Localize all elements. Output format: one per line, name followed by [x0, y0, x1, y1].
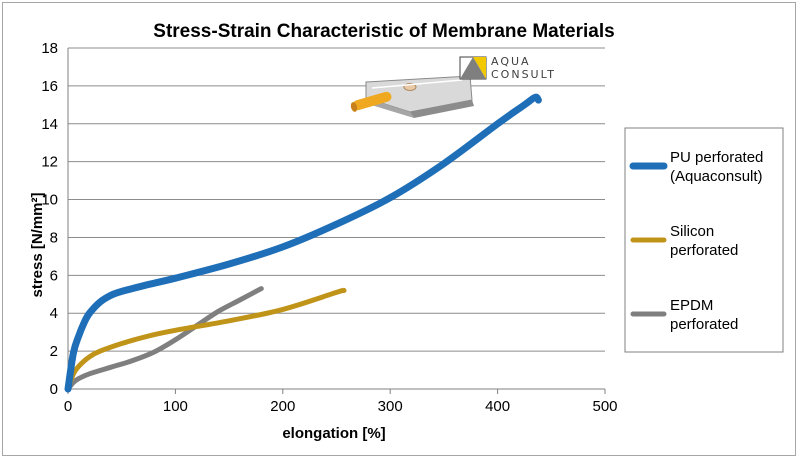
y-tick-label: 8 — [50, 229, 58, 246]
x-tick-label: 100 — [163, 398, 188, 415]
legend-label-pu: PU perforated — [670, 149, 763, 166]
x-tick-label: 400 — [485, 398, 510, 415]
y-tick-label: 4 — [50, 305, 58, 322]
legend-label-epdm: perforated — [670, 316, 738, 333]
legend-label-epdm: EPDM — [670, 297, 713, 314]
y-tick-label: 14 — [41, 116, 58, 133]
logo-text-line1: AQUA — [491, 55, 531, 68]
y-tick-label: 0 — [50, 381, 58, 398]
y-tick-label: 12 — [41, 154, 58, 171]
series-line-pu — [64, 93, 542, 393]
aquaconsult-logo: AQUA CONSULT — [350, 55, 556, 118]
y-tick-labels: 0 2 4 6 8 10 12 14 16 18 — [41, 40, 58, 398]
x-axis-title: elongation [%] — [282, 425, 385, 442]
x-tick-label: 300 — [378, 398, 403, 415]
legend: PU perforated (Aquaconsult) Silicon perfora… — [624, 127, 784, 353]
legend-label-pu: (Aquaconsult) — [670, 168, 763, 185]
y-tick-label: 2 — [50, 343, 58, 360]
y-tick-label: 18 — [41, 40, 58, 57]
x-tick-label: 500 — [592, 398, 617, 415]
y-axis-title: stress [N/mm²] — [29, 192, 46, 297]
series-line-silicon — [65, 287, 347, 392]
logo-mark-icon — [459, 56, 487, 80]
chart-title: Stress-Strain Characteristic of Membrane… — [153, 21, 614, 42]
legend-label-silicon: Silicon — [670, 223, 714, 240]
logo-text-line2: CONSULT — [491, 68, 556, 81]
legend-label-silicon: perforated — [670, 242, 738, 259]
grid-lines — [68, 47, 605, 352]
diffuser-illustration-icon — [350, 75, 474, 118]
y-tick-label: 10 — [41, 192, 58, 209]
y-tick-label: 16 — [41, 78, 58, 95]
series-line-epdm — [65, 286, 264, 392]
x-tick-labels: 0 100 200 300 400 500 — [64, 389, 618, 415]
x-tick-label: 200 — [270, 398, 295, 415]
series-lines — [64, 93, 542, 393]
x-tick-label: 0 — [64, 398, 72, 415]
y-tick-label: 6 — [50, 267, 58, 284]
